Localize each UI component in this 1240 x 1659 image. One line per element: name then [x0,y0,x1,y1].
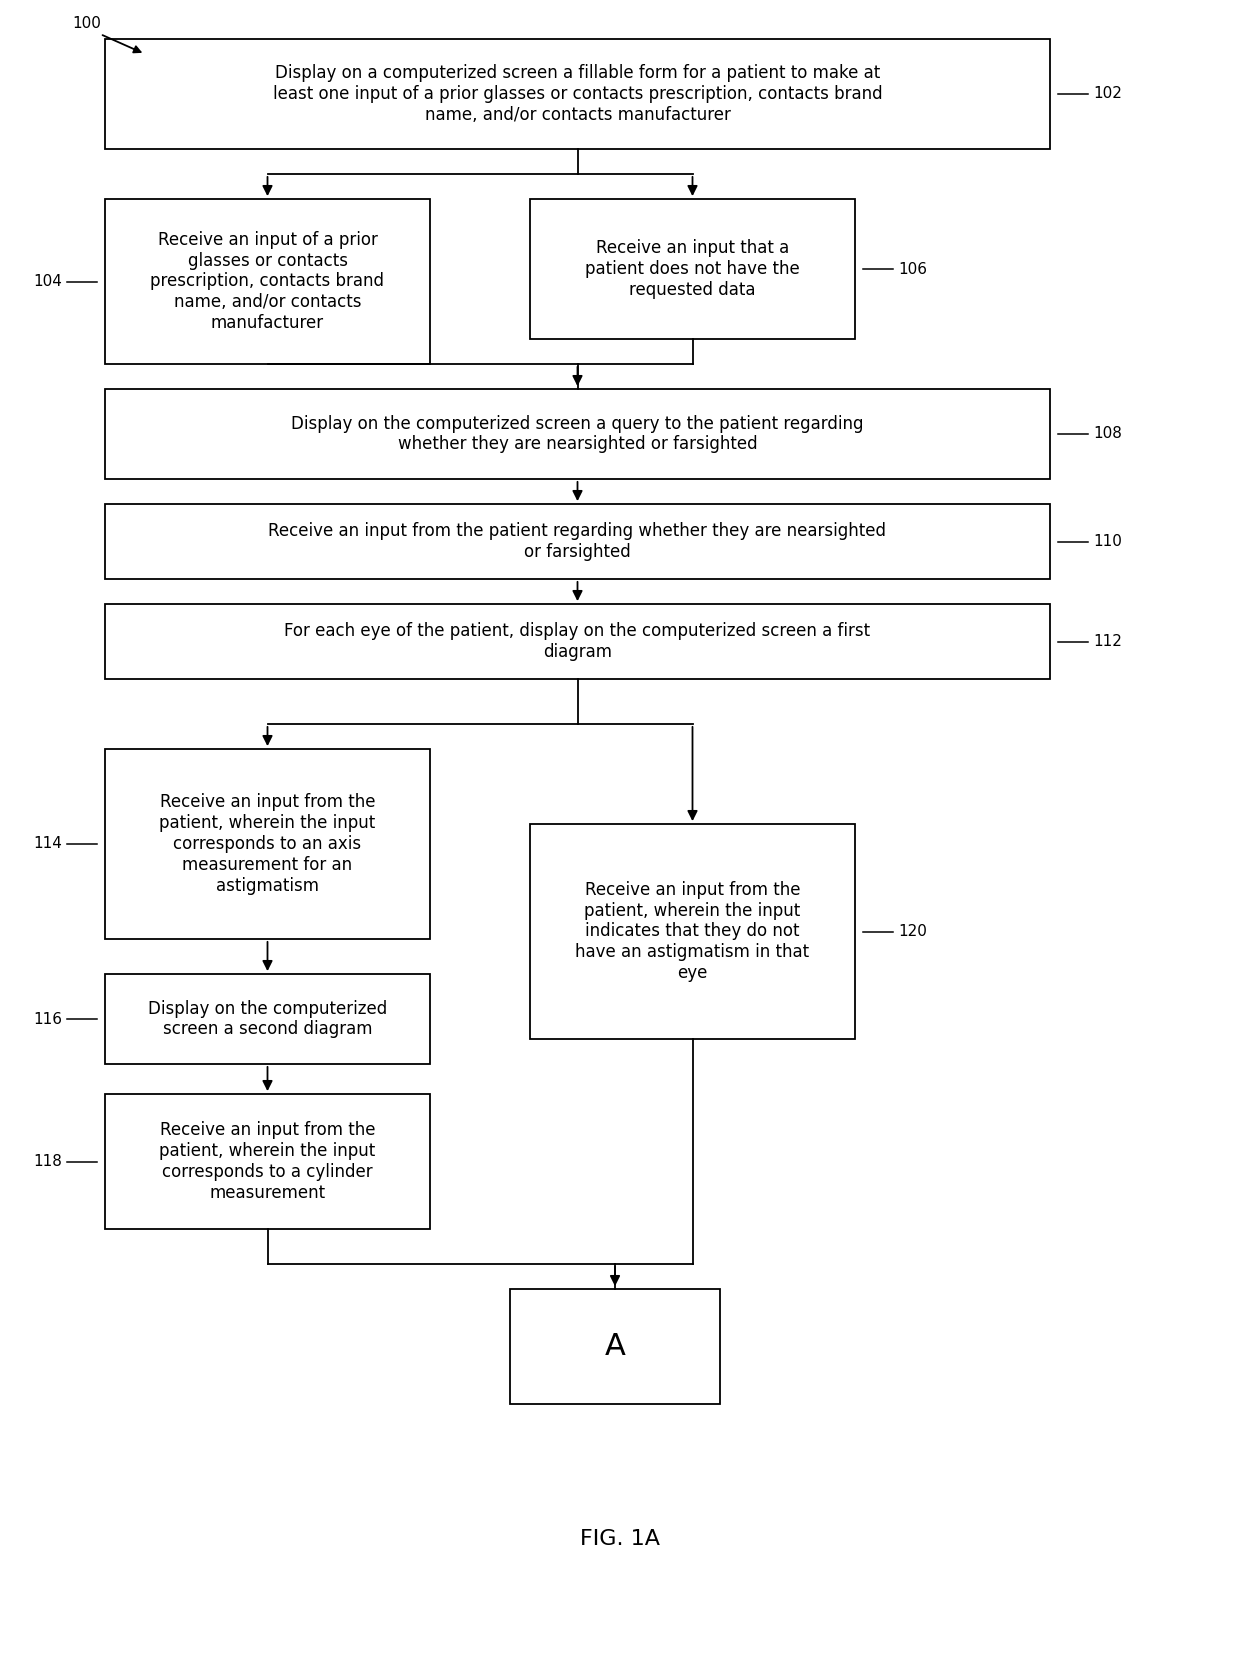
Text: For each eye of the patient, display on the computerized screen a first
diagram: For each eye of the patient, display on … [284,622,870,660]
Text: Receive an input from the
patient, wherein the input
corresponds to an axis
meas: Receive an input from the patient, where… [160,793,376,894]
Text: 116: 116 [33,1012,62,1027]
Text: 104: 104 [33,274,62,289]
Text: Receive an input that a
patient does not have the
requested data: Receive an input that a patient does not… [585,239,800,299]
Bar [105,40,1050,149]
Text: 118: 118 [33,1155,62,1170]
Text: Receive an input from the patient regarding whether they are nearsighted
or fars: Receive an input from the patient regard… [269,523,887,561]
Bar [105,748,430,939]
Text: Receive an input of a prior
glasses or contacts
prescription, contacts brand
nam: Receive an input of a prior glasses or c… [150,231,384,332]
Bar [105,1093,430,1229]
Bar [105,199,430,363]
Bar [105,974,430,1063]
Text: A: A [605,1332,625,1360]
Text: 112: 112 [1092,634,1122,649]
Text: 100: 100 [72,17,100,32]
Bar [105,604,1050,679]
Text: 120: 120 [898,924,926,939]
Text: FIG. 1A: FIG. 1A [580,1530,660,1550]
Text: Receive an input from the
patient, wherein the input
indicates that they do not
: Receive an input from the patient, where… [575,881,810,982]
Text: 106: 106 [898,262,928,277]
Text: Display on the computerized screen a query to the patient regarding
whether they: Display on the computerized screen a que… [291,415,864,453]
Bar [105,388,1050,479]
Text: 108: 108 [1092,426,1122,441]
Bar [529,199,856,338]
Text: Display on a computerized screen a fillable form for a patient to make at
least : Display on a computerized screen a filla… [273,65,883,124]
Bar [105,504,1050,579]
Bar [510,1289,720,1404]
Text: Display on the computerized
screen a second diagram: Display on the computerized screen a sec… [148,1000,387,1039]
Text: 110: 110 [1092,534,1122,549]
Bar [529,825,856,1039]
Text: 114: 114 [33,836,62,851]
Text: 102: 102 [1092,86,1122,101]
Text: Receive an input from the
patient, wherein the input
corresponds to a cylinder
m: Receive an input from the patient, where… [160,1121,376,1201]
